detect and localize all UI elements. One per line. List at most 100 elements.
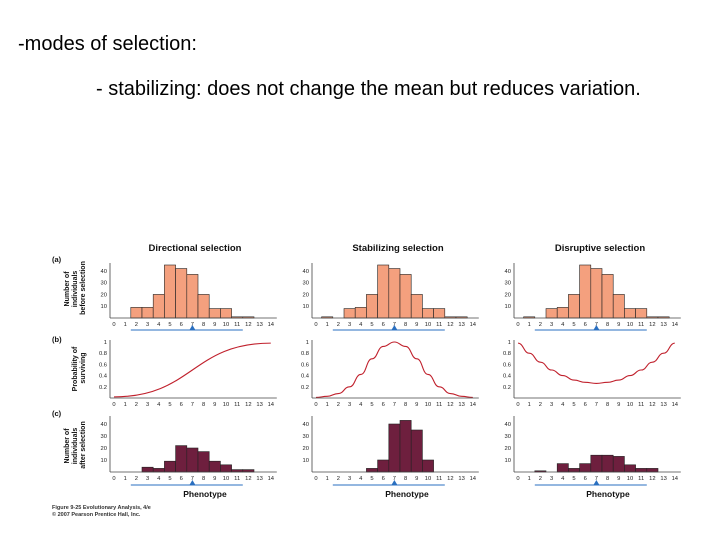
x-tick-directional-before: 10 [223,322,229,328]
x-tick-disruptive-surv: 8 [606,402,609,408]
selection-modes-figure: Directional selection Stabilizing select… [52,243,681,518]
bar-stabilizing-before [388,268,401,319]
ylabel-surv-l1: Probability of [72,346,79,391]
x-tick-disruptive-after: 8 [606,476,609,482]
x-tick-disruptive-before: 2 [539,322,542,328]
x-tick-disruptive-surv: 12 [649,402,655,408]
bar-disruptive-after [601,454,614,473]
x-tick-disruptive-after: 10 [627,476,633,482]
bar-directional-before [152,294,165,319]
x-tick-directional-before: 5 [168,322,171,328]
x-tick-disruptive-surv: 2 [539,402,542,408]
y-tick-directional-surv: 0.2 [99,385,107,391]
x-tick-disruptive-after: 7 [595,476,598,482]
x-tick-disruptive-surv: 7 [595,402,598,408]
ylabel-after-selection: Number of individuals after selection [64,421,87,468]
x-tick-stabilizing-after: 0 [314,476,317,482]
y-tick-disruptive-surv: 0.6 [503,362,511,368]
y-tick-stabilizing-after: 30 [303,434,309,440]
row-letter-b: (b) [52,335,62,344]
x-tick-disruptive-before: 12 [649,322,655,328]
x-tick-directional-after: 4 [157,476,161,482]
x-tick-disruptive-surv: 11 [638,402,644,408]
x-tick-stabilizing-before: 14 [470,322,477,328]
x-tick-directional-before: 6 [180,322,183,328]
bar-stabilizing-before [343,308,356,319]
y-tick-directional-surv: 0.8 [99,351,107,357]
mean-marker-directional-after [189,480,196,485]
x-tick-stabilizing-after: 6 [382,476,385,482]
x-tick-directional-surv: 2 [135,402,138,408]
bar-stabilizing-before [399,274,412,319]
bar-directional-after [208,460,221,473]
y-tick-disruptive-surv: 0.4 [503,374,512,380]
x-tick-directional-surv: 7 [191,402,194,408]
y-tick-directional-before: 20 [101,292,107,298]
bar-stabilizing-after [388,423,401,473]
y-tick-disruptive-surv: 0.8 [503,351,511,357]
x-tick-stabilizing-after: 5 [370,476,373,482]
y-tick-directional-after: 10 [101,458,107,464]
y-tick-stabilizing-before: 40 [303,269,309,275]
x-tick-disruptive-after: 3 [550,476,553,482]
y-tick-stabilizing-surv: 0.8 [301,351,309,357]
x-tick-stabilizing-before: 12 [447,322,453,328]
bar-disruptive-after [624,464,636,473]
x-tick-disruptive-after: 5 [572,476,575,482]
bar-stabilizing-after [377,459,390,473]
x-tick-directional-after: 2 [135,476,138,482]
x-tick-disruptive-before: 4 [561,322,565,328]
x-tick-directional-after: 3 [146,476,149,482]
survival-curve-stabilizing [315,341,473,398]
x-tick-disruptive-surv: 1 [528,402,531,408]
x-tick-stabilizing-before: 8 [404,322,407,328]
x-tick-stabilizing-after: 7 [393,476,396,482]
bar-directional-after [164,460,176,473]
x-tick-directional-before: 2 [135,322,138,328]
ylabel-before-l2: individuals [72,271,79,308]
mean-marker-stabilizing-after [391,480,398,485]
bar-disruptive-before [635,308,648,319]
bar-directional-before [164,264,176,319]
bar-disruptive-before [612,294,625,319]
x-tick-stabilizing-surv: 6 [382,402,385,408]
ylabel-after-l2: individuals [72,428,79,465]
xlabel-phenotype-1: Phenotype [183,489,227,499]
x-tick-directional-surv: 4 [157,402,161,408]
x-tick-directional-after: 13 [256,476,262,482]
col-title-stabilizing: Stabilizing selection [352,243,444,254]
bar-stabilizing-before [433,308,446,319]
x-tick-stabilizing-surv: 0 [314,402,317,408]
x-tick-stabilizing-before: 10 [425,322,431,328]
y-tick-directional-before: 30 [101,281,107,287]
ylabel-surv-l2: surviving [80,352,87,383]
y-tick-directional-after: 30 [101,434,107,440]
x-tick-disruptive-before: 13 [660,322,666,328]
x-tick-stabilizing-before: 9 [415,322,418,328]
survival-curve-directional [113,342,271,398]
x-tick-stabilizing-after: 12 [447,476,453,482]
bar-directional-after [186,447,199,473]
x-tick-directional-after: 0 [112,476,115,482]
bar-disruptive-after [568,468,580,473]
x-tick-directional-before: 8 [202,322,205,328]
bar-disruptive-after [590,454,603,473]
y-tick-stabilizing-before: 30 [303,281,309,287]
x-tick-stabilizing-surv: 10 [425,402,431,408]
x-tick-stabilizing-after: 1 [326,476,329,482]
bar-disruptive-before [579,264,592,319]
x-tick-directional-surv: 12 [245,402,251,408]
x-tick-disruptive-before: 6 [584,322,587,328]
bar-directional-before [220,308,232,319]
x-tick-disruptive-before: 1 [528,322,531,328]
ylabel-before-l1: Number of [64,271,71,307]
bar-directional-before [208,308,221,319]
x-tick-disruptive-after: 13 [660,476,666,482]
y-tick-directional-after: 20 [101,446,107,452]
bar-stabilizing-after [410,429,423,473]
bar-disruptive-before [568,294,580,319]
x-tick-stabilizing-after: 3 [348,476,351,482]
y-tick-disruptive-after: 30 [505,434,511,440]
x-tick-directional-before: 4 [157,322,161,328]
x-tick-disruptive-after: 6 [584,476,587,482]
